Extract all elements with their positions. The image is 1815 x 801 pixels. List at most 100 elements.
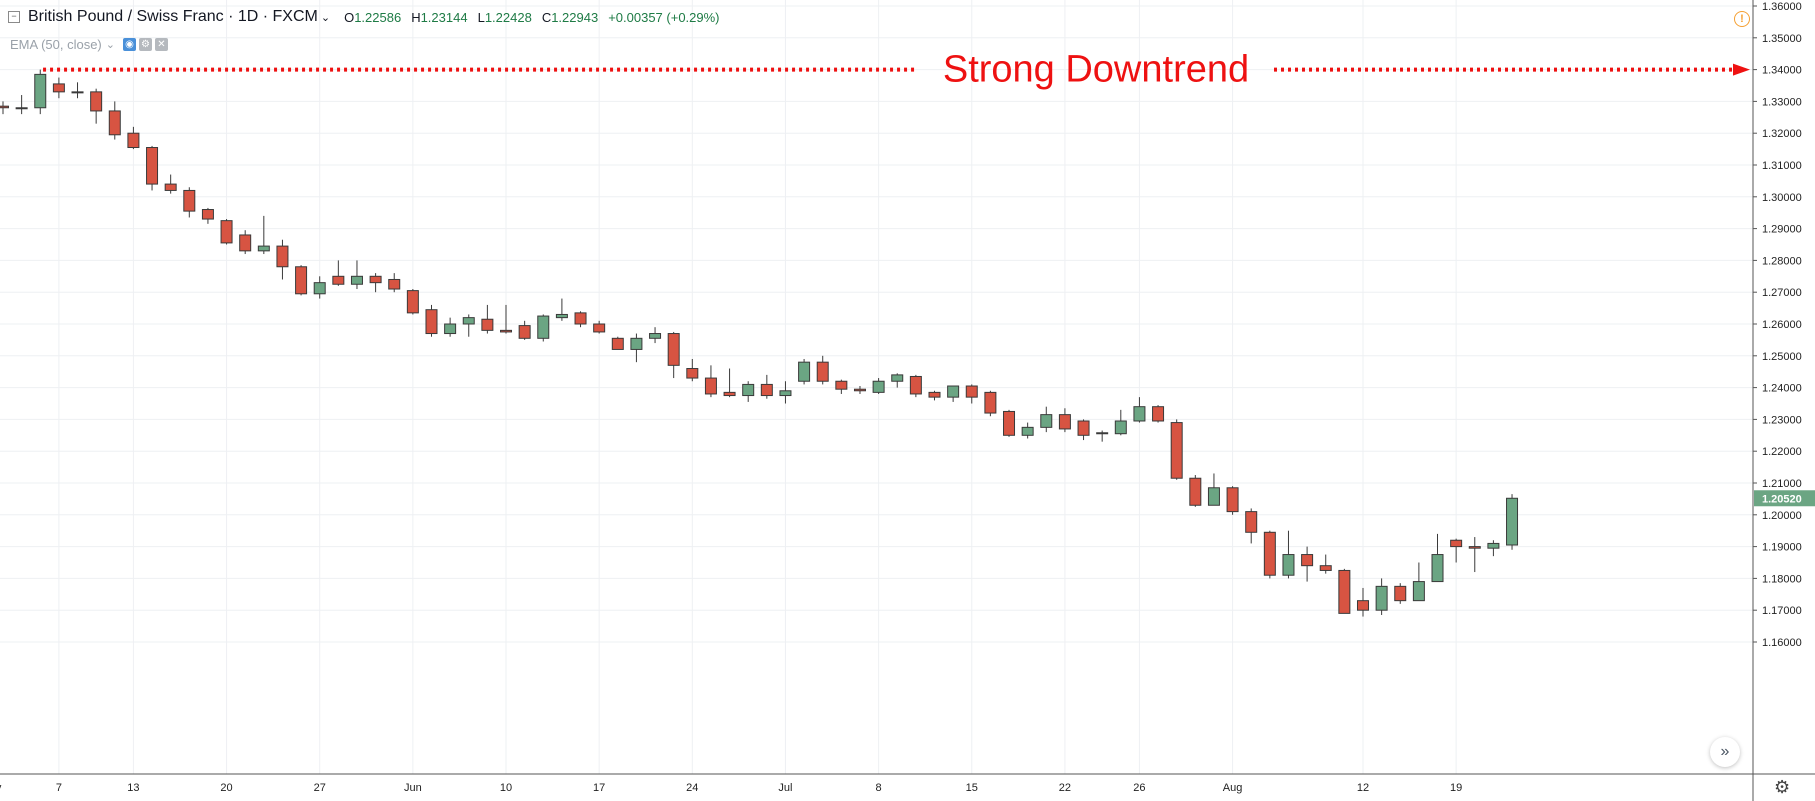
candle-body [1152,406,1165,422]
candle-body [1412,581,1425,602]
candle-body [276,245,289,268]
candle-body [313,282,326,295]
time-tick-label: 12 [1357,782,1369,794]
candle-body [71,91,84,94]
candle-body [518,325,531,339]
candle-body [649,333,662,339]
candle-body [984,391,997,414]
ohlc-values: O1.22586 H1.23144 L1.22428 C1.22943 +0.0… [344,9,720,25]
candle-body [295,266,308,295]
chevron-down-icon[interactable]: ⌄ [320,11,331,24]
last-price-label: 1.20520 [1762,493,1802,505]
candle-body [388,278,401,290]
candle-body [1189,477,1202,506]
candle-body [1040,414,1053,428]
eye-icon[interactable]: ◉ [122,38,136,51]
candle-body [1003,410,1016,436]
candle-body [1282,554,1295,576]
candle-body [500,329,513,333]
candle-body [574,312,587,325]
candle-body [127,132,140,149]
price-tick-label: 1.31000 [1762,160,1802,172]
candle-body [1356,600,1369,611]
candle-body [593,323,606,333]
time-tick-label: Aug [1223,782,1243,794]
time-tick-label: 15 [966,782,978,794]
candle-body [704,377,717,395]
price-tick-label: 1.29000 [1762,224,1802,236]
price-tick-label: 1.16000 [1762,637,1802,649]
candle-body [1077,420,1090,436]
indicator-label[interactable]: EMA (50, close) [10,37,102,52]
candle-body [798,361,811,382]
double-chevron-right-icon[interactable]: » [1710,737,1740,767]
price-tick-label: 1.30000 [1762,192,1802,204]
price-tick-label: 1.35000 [1762,33,1802,45]
time-tick-label: Jun [404,782,422,794]
time-tick-label: 17 [593,782,605,794]
series-legend: − British Pound / Swiss Franc · 1D · FXC… [8,8,720,26]
info-icon[interactable]: ! [1734,11,1750,27]
candle-body [1301,554,1314,567]
time-tick-label: Jul [778,782,792,794]
time-tick-label: 20 [220,782,232,794]
close-icon[interactable]: ✕ [154,38,168,51]
candle-body [1338,569,1351,614]
candle-body [332,275,345,285]
time-tick-label: 22 [1059,782,1071,794]
candle-body [1431,554,1444,583]
candle-body [444,323,457,335]
candle-body [1021,426,1034,436]
indicator-legend: EMA (50, close) ⌄ ◉ ⚙ ✕ [10,37,168,52]
time-tick-label: 26 [1133,782,1145,794]
candle-body [686,368,699,379]
candle-body [909,375,922,395]
annotation-text: Strong Downtrend [943,49,1249,91]
minus-box-icon[interactable]: − [8,11,20,23]
price-tick-label: 1.36000 [1762,1,1802,13]
price-tick-label: 1.18000 [1762,573,1802,585]
candle-body [239,234,252,252]
price-tick-label: 1.34000 [1762,65,1802,77]
candle-body [1450,539,1463,548]
candle-body [667,333,680,366]
candle-body [1058,414,1071,430]
candle-body [1245,511,1258,533]
candle-body [853,388,866,392]
price-tick-label: 1.21000 [1762,478,1802,490]
candle-body [611,337,624,350]
candle-body [965,385,978,398]
candle-body [350,275,363,285]
candle-body [1207,487,1220,506]
time-tick-label: ay [0,782,2,794]
candle-body [742,383,755,397]
candle-body [835,380,848,390]
candle-body [52,83,65,93]
candle-body [34,73,47,109]
candle-body [872,380,885,393]
time-axis[interactable]: ay 7 13 20 27 Jun 10 17 24 Jul 8 15 22 26 Aug 12 19 [0,773,1815,794]
candle-body [183,189,196,212]
candle-body [15,107,28,110]
chevron-down-icon[interactable]: ⌄ [105,39,115,51]
candle-body [891,374,904,382]
price-axis[interactable]: 1.36000 1.35000 1.34000 1.33000 1.32000 1.310… [1752,0,1815,801]
candle-body [164,183,177,191]
candle-body [0,105,9,109]
gear-icon[interactable]: ⚙ [1774,777,1791,797]
price-tick-label: 1.32000 [1762,128,1802,140]
symbol-title[interactable]: British Pound / Swiss Franc · 1D · FXCM [28,8,318,25]
candle-body [1394,585,1407,602]
candle-body [1114,420,1127,435]
candle-body [537,315,550,339]
price-tick-label: 1.19000 [1762,542,1802,554]
candle-body [947,385,960,398]
candle-body [201,209,214,220]
settings-icon[interactable]: ⚙ [138,38,152,51]
candle-body [406,290,419,314]
chart-legend: − British Pound / Swiss Franc · 1D · FXC… [0,0,1750,52]
candle-body [257,245,270,252]
candle-body [816,361,829,382]
candle-body [481,318,494,331]
